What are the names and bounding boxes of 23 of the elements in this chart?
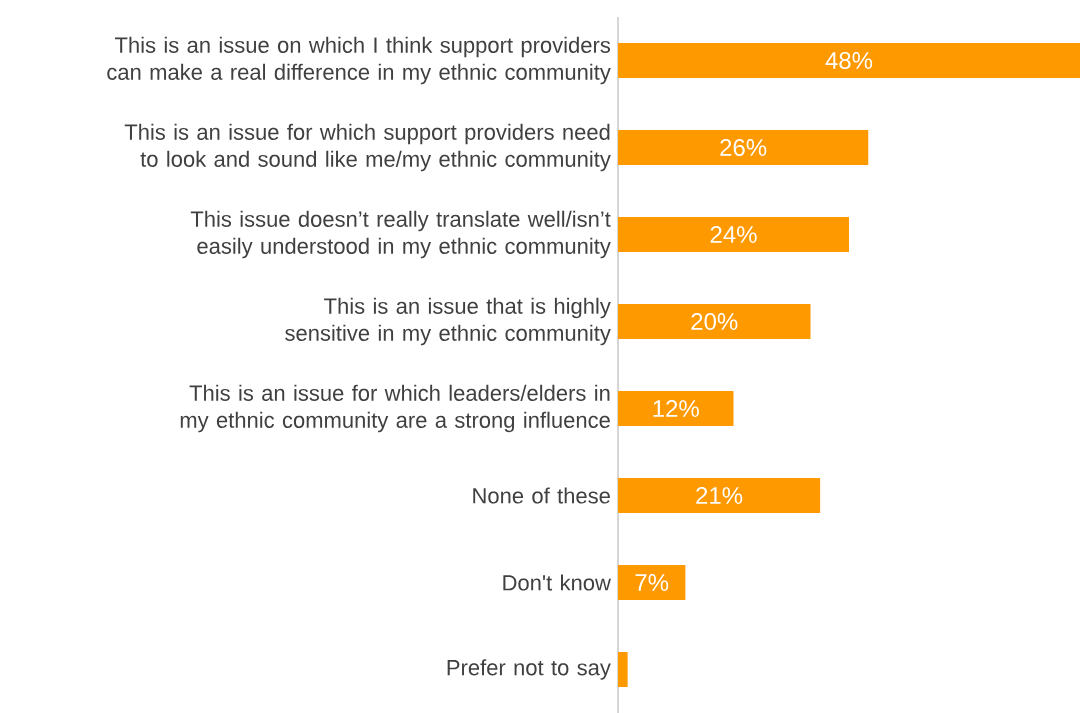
y-tick-label: Don't know	[503, 574, 611, 591]
data-label: 7%	[635, 574, 669, 591]
data-label: 26%	[720, 139, 767, 156]
bar	[618, 130, 869, 166]
bar	[618, 478, 821, 514]
bar	[618, 565, 686, 600]
data-label: 20%	[691, 313, 738, 330]
bar	[618, 391, 734, 426]
y-tick-label: This is an issue for which leaders/elders in my ethnic community are a strong influence	[180, 384, 610, 433]
y-tick-label: This is an issue on which I think support providers can make a real difference in my ethnic community	[107, 36, 611, 85]
data-label: 48%	[825, 52, 873, 69]
bar	[618, 217, 849, 252]
bar	[618, 43, 1080, 78]
y-tick-label: None of these	[473, 487, 610, 504]
y-tick-label: Prefer not to say	[447, 659, 611, 680]
data-label: 24%	[710, 226, 757, 243]
data-label: 12%	[653, 400, 699, 417]
data-label: 21%	[696, 487, 743, 504]
bar	[618, 304, 811, 340]
bar	[618, 652, 628, 688]
y-tick-label: This is an issue for which support providers need to look and sound like me/my ethnic community	[124, 123, 611, 172]
y-tick-label: This issue doesn’t really translate well/isn’t easily understood in my ethnic community	[190, 210, 611, 259]
y-tick-label: This is an issue that is highly sensitive in my ethnic community	[285, 297, 611, 346]
